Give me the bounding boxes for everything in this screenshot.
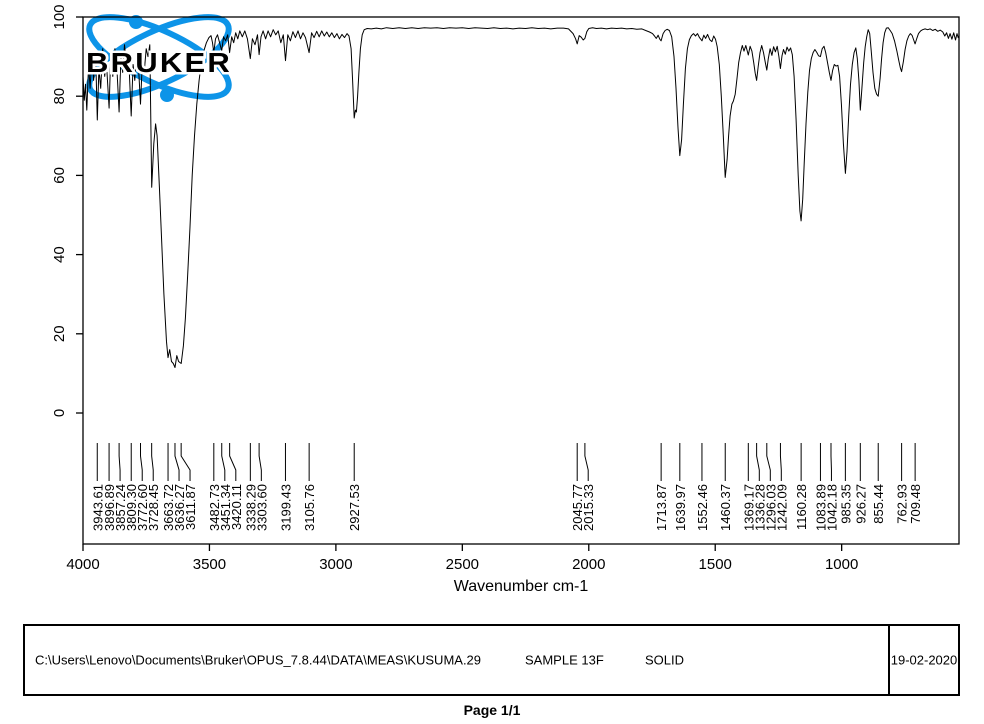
x-tick-label: 1000: [825, 556, 858, 573]
peak-annotations: 3943.613896.893857.243809.303772.603728.…: [90, 443, 923, 531]
peak-label: 1242.09: [774, 484, 789, 531]
peak-label: 3105.76: [302, 484, 317, 531]
peak-label: 2045.77: [570, 484, 585, 531]
peak-label: 926.27: [853, 484, 868, 524]
peak-label: 1160.28: [794, 484, 809, 530]
x-tick-label: 2000: [572, 556, 605, 573]
peak-label: 3857.24: [113, 484, 128, 531]
peak-label: 3728.45: [146, 484, 161, 531]
y-tick-label: 60: [51, 167, 68, 184]
peak-label: 3636.27: [172, 484, 187, 531]
x-tick-label: 4000: [66, 556, 99, 573]
peak-label: 1042.18: [824, 484, 839, 531]
peak-label: 3663.72: [161, 484, 176, 531]
y-tick-label: 80: [51, 88, 68, 105]
peak-leader-line: [118, 443, 121, 481]
peak-label: 3451.34: [218, 484, 233, 531]
peak-label: 709.48: [908, 484, 923, 524]
peak-label: 3303.60: [254, 484, 269, 531]
peak-label: 1369.17: [741, 484, 756, 531]
logo-orbit-ellipse: [86, 14, 232, 100]
peak-leader-line: [151, 443, 154, 481]
peak-label: 1639.97: [673, 484, 688, 531]
peak-label: 1083.89: [813, 484, 828, 531]
footer-file-path: C:\Users\Lenovo\Documents\Bruker\OPUS_7.…: [35, 652, 482, 668]
x-tick-label: 2500: [446, 556, 479, 573]
peak-label: 3896.89: [102, 484, 117, 531]
peak-label: 3199.43: [279, 484, 294, 531]
peak-label: 762.93: [895, 484, 910, 524]
spectrum-curve: [82, 27, 960, 368]
y-tick-label: 0: [51, 409, 68, 417]
x-tick-label: 3000: [319, 556, 352, 573]
x-tick-label: 1500: [699, 556, 732, 573]
peak-leader-line: [229, 443, 237, 481]
peak-leader-line: [766, 443, 771, 481]
spectrum: [82, 27, 960, 368]
footer-sample-name: SAMPLE 13F: [525, 652, 604, 668]
logo-dot: [160, 88, 174, 102]
ir-spectrum-chart: 0 20 40 60 80 100 4000 3500 3000 2500 2000 1500 1000…: [51, 4, 960, 595]
peak-leader-line: [779, 443, 782, 481]
axes: 0 20 40 60 80 100 4000 3500 3000 2500 2000 1500 1000: [51, 4, 960, 573]
peak-label: 3772.60: [135, 484, 150, 531]
peak-label: 3338.29: [243, 484, 258, 531]
peak-label: 1460.37: [718, 484, 733, 531]
peak-label: 3482.73: [207, 484, 222, 531]
peak-leader-line: [174, 443, 180, 481]
y-tick-label: 100: [51, 4, 68, 29]
plot-frame: [82, 16, 960, 545]
peak-label: 1296.03: [763, 484, 778, 531]
x-axis-title: Wavenumber cm-1: [454, 578, 589, 595]
peak-label: 3809.30: [124, 484, 139, 531]
x-tick-label: 3500: [193, 556, 226, 573]
peak-leader-line: [756, 443, 760, 481]
peak-label: 985.35: [838, 484, 853, 524]
peak-label: 1713.87: [654, 484, 669, 531]
logo-dot: [129, 15, 143, 29]
logo-text: BRUKER: [86, 47, 232, 78]
footer-divider: [888, 626, 890, 694]
peak-leader-line: [180, 443, 191, 481]
logo-orbit-ellipse: [86, 14, 232, 100]
bruker-logo: [86, 14, 232, 102]
footer-sample-form: SOLID: [645, 652, 685, 668]
page-number: Page 1/1: [463, 702, 521, 718]
peak-label: 1552.46: [695, 484, 710, 531]
peak-label: 2015.33: [581, 484, 596, 531]
peak-leader-line: [258, 443, 262, 481]
peak-leader-line: [584, 443, 589, 481]
y-tick-label: 20: [51, 325, 68, 342]
peak-label: 855.44: [871, 484, 886, 524]
peak-label: 3420.11: [229, 484, 244, 530]
y-tick-label: 40: [51, 246, 68, 263]
peak-leader-line: [221, 443, 226, 481]
peak-label: 3943.61: [90, 484, 105, 531]
peak-label: 2927.53: [347, 484, 362, 531]
footer-info-box: C:\Users\Lenovo\Documents\Bruker\OPUS_7.…: [23, 624, 960, 696]
peak-leader-line: [140, 443, 143, 481]
footer-date: 19-02-2020: [890, 652, 958, 668]
peak-label: 1336.28: [752, 484, 767, 531]
peak-label: 3611.87: [183, 484, 198, 530]
